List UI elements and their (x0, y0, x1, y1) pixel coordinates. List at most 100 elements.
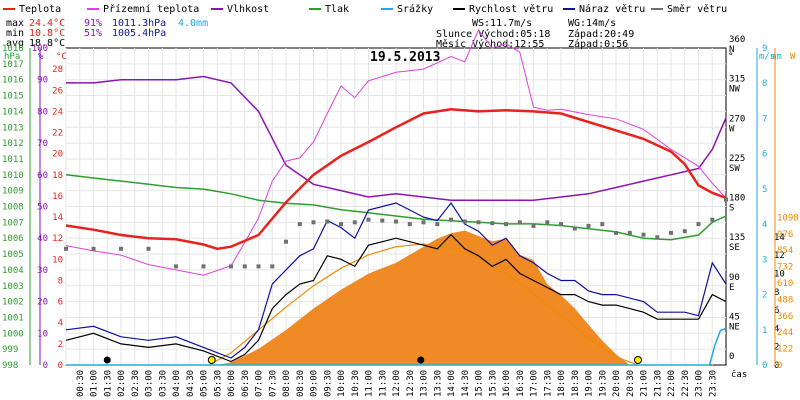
tick-hpa: 1005 (2, 250, 24, 260)
tick-pct: 80 (37, 107, 48, 117)
wind-gust-max: WG:14m/s (568, 18, 616, 29)
tick-x: 21:00 (640, 370, 650, 397)
tick-dir-label: S (729, 204, 734, 214)
wind-direction-point (710, 217, 715, 222)
tick-temp: 26 (52, 86, 63, 96)
tick-x: 03:30 (158, 370, 168, 397)
tick-x: 15:00 (475, 370, 485, 397)
tick-x: 10:30 (351, 370, 361, 397)
tick-x: 06:00 (227, 370, 237, 397)
tick-hpa: 1018 (2, 44, 24, 54)
legend-label: Teplota (19, 4, 61, 15)
tick-ms: 4 (762, 220, 767, 230)
tick-hpa: 1012 (2, 139, 24, 149)
wind-direction-point (297, 222, 302, 227)
wind-speed-max: WS:11.7m/s (472, 18, 532, 29)
tick-mm: 10 (774, 270, 785, 280)
wind-direction-point (242, 264, 247, 269)
tick-x: 16:30 (516, 370, 526, 397)
moon-set-marker (103, 356, 111, 364)
tick-dir-label: NW (729, 85, 740, 95)
wind-direction-point (64, 246, 68, 251)
stat-rain: 4.0mm (178, 18, 208, 29)
tick-ms: 3 (762, 255, 767, 265)
tick-mm: 4 (774, 324, 779, 334)
sun-set: Západ:20:49 (568, 28, 634, 40)
tick-hpa: 1011 (2, 155, 24, 165)
solar-radiation-area (217, 230, 630, 365)
tick-dir-label: SE (729, 243, 740, 253)
tick-mm: 14 (774, 233, 785, 243)
wind-direction-point (366, 217, 371, 222)
stat-humidity: 91% (84, 18, 102, 29)
wind-speed-line (65, 233, 727, 363)
tick-x: 18:00 (557, 370, 567, 397)
tick-x: 08:00 (282, 370, 292, 397)
tick-ms: 5 (762, 185, 767, 195)
tick-x: 01:30 (103, 370, 113, 397)
tick-temp: 6 (58, 298, 63, 308)
sun-rise-marker (207, 356, 216, 364)
tick-w: 1098 (777, 213, 799, 223)
tick-pct: 30 (37, 266, 48, 276)
tick-x: 19:30 (598, 370, 608, 397)
wind-direction-point (696, 222, 701, 227)
ground-temperature-line (65, 29, 727, 276)
legend-label: Náraz větru (579, 3, 645, 15)
tick-hpa: 999 (2, 345, 18, 355)
tick-x: 06:30 (241, 370, 251, 397)
tick-x: 20:30 (626, 370, 636, 397)
tick-x: 04:00 (172, 370, 182, 397)
tick-ms: 9 (762, 44, 767, 54)
tick-x: 20:00 (612, 370, 622, 397)
wind-direction-point (270, 264, 275, 269)
axis-title-temp: °C (56, 52, 67, 62)
sun-set-marker (634, 356, 642, 364)
tick-temp: 20 (52, 150, 63, 160)
pressure-line (65, 174, 727, 241)
wind-direction-point (545, 220, 550, 225)
stat-temp: 24.4°C (29, 18, 65, 29)
tick-x: 02:30 (131, 370, 141, 397)
tick-x: 21:30 (653, 370, 663, 397)
stat-pressure: 1011.3hPa (112, 18, 166, 29)
tick-w: 976 (777, 230, 793, 240)
tick-temp: 24 (52, 107, 63, 117)
tick-pct: 50 (37, 203, 48, 213)
tick-x: 07:00 (255, 370, 265, 397)
tick-x: 12:30 (406, 370, 416, 397)
tick-dir: 360 (729, 35, 745, 45)
stat-label: avg (6, 38, 24, 49)
wind-direction-point (394, 219, 398, 224)
wind-direction-point (311, 220, 316, 225)
legend-label: Rychlost větru (469, 3, 553, 15)
tick-x: 13:30 (433, 370, 443, 397)
tick-dir: 45 (729, 312, 740, 322)
wind-direction-point (146, 246, 151, 251)
tick-dir: 270 (729, 114, 745, 124)
tick-pct: 70 (37, 139, 48, 149)
tick-mm: 6 (774, 306, 779, 316)
wind-direction-point (641, 232, 646, 237)
sun-rise: Slunce Východ:05:18 (436, 28, 550, 40)
wind-direction-point (256, 264, 261, 269)
tick-x: 02:00 (117, 370, 127, 397)
tick-x: 11:00 (365, 370, 375, 397)
wind-direction-point (462, 219, 467, 224)
wind-direction-point (435, 222, 440, 227)
tick-dir-label: N (729, 45, 734, 55)
tick-x: 01:00 (90, 370, 100, 397)
tick-mm: 8 (774, 288, 779, 298)
tick-temp: 12 (52, 234, 63, 244)
tick-ms: 6 (762, 150, 767, 160)
axis-title-mm: mm (771, 52, 782, 62)
tick-ms: 7 (762, 114, 767, 124)
tick-hpa: 1004 (2, 266, 24, 276)
wind-gust-line (65, 201, 727, 359)
tick-x: 05:30 (213, 370, 223, 397)
tick-ms: 0 (762, 361, 767, 371)
legend-label: Směr větru (667, 3, 727, 15)
tick-pct: 0 (43, 361, 48, 371)
tick-temp: 0 (58, 361, 63, 371)
